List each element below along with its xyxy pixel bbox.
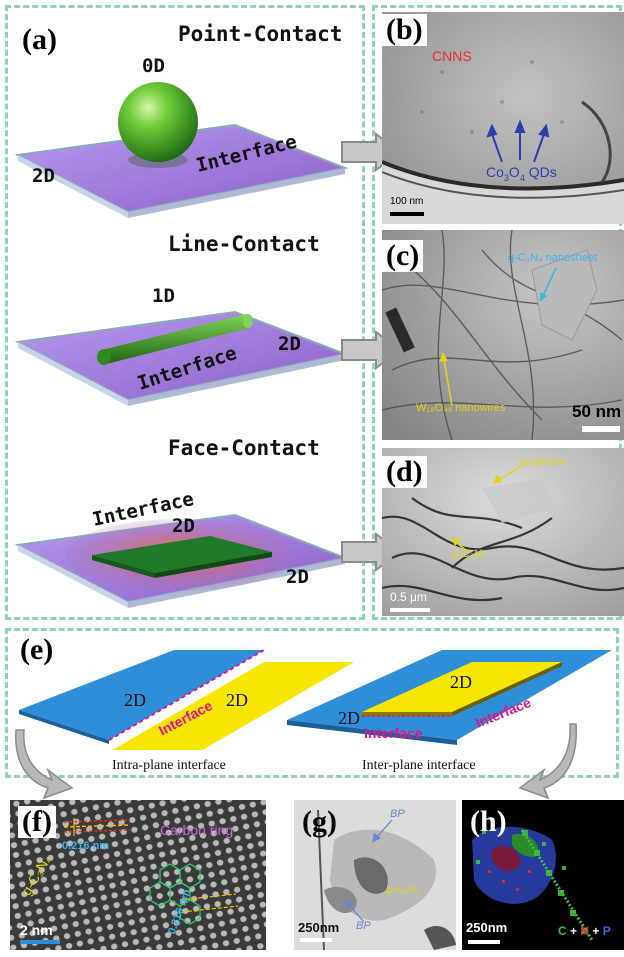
face-contact-title: Face-Contact [168, 436, 320, 460]
panel-f-scalebar-text: 2 nm [20, 922, 53, 938]
panel-d-graphene-label: graphene [520, 456, 567, 468]
panel-g-image: BP BP g-C₃N₄ 250nm [294, 800, 456, 950]
panel-d-graphene-arrow [492, 465, 523, 484]
panel-d-image: graphene g-C₃N₄ 0.5 μm [382, 448, 624, 616]
arrow-to-h [518, 723, 577, 800]
panel-f-ring-label: Carbon ring [160, 822, 234, 838]
panel-g-material: g-C₃N₄ [386, 884, 421, 896]
legend-plus-2: + [589, 924, 603, 938]
legend-plus-1: + [566, 924, 581, 938]
panel-c-wire-label: W₁₈O₄₉ nanowires [416, 402, 506, 414]
line-contact-diagram: 1D 2D Interface [14, 285, 349, 406]
point-dim-base: 2D [32, 165, 55, 187]
inter-plane-caption: Inter-plane interface [362, 758, 476, 773]
rod-1d [102, 314, 250, 364]
panel-e-frame [5, 628, 619, 778]
panel-f-label: (f) [18, 806, 56, 838]
inter-top-2d: 2D [450, 672, 472, 692]
panel-c-sheet-label: g-C₃N₄ nanosheet [508, 252, 598, 264]
panel-a-label: (a) [18, 24, 61, 56]
line-dim-top: 1D [152, 285, 175, 307]
panel-c-wire-arrow [439, 352, 453, 407]
panel-h-label: (h) [470, 805, 507, 838]
intra-plane-diagram: 2D 2D Interface [19, 649, 354, 750]
panel-c-scalebar-text: 50 nm [572, 402, 622, 421]
qd-sub1: 3 [503, 172, 509, 183]
sphere-0d [118, 82, 198, 162]
line-contact-title: Line-Contact [168, 232, 320, 256]
panel-b-scalebar-text: 100 nm [390, 196, 424, 207]
intra-blue-half [19, 650, 264, 740]
legend-c: C [558, 924, 567, 938]
panel-d-scalebar-text: 0.5 μm [390, 590, 427, 604]
panel-h-scalebar-text: 250nm [466, 920, 508, 935]
point-contact-title: Point-Contact [178, 22, 343, 46]
inter-base-2d: 2D [338, 708, 360, 728]
inter-plane-diagram: 2D 2D Interface Interface [287, 650, 612, 745]
panel-b-label: (b) [382, 14, 427, 46]
qd-tail: QDs [524, 164, 557, 180]
qd-co: Co [486, 164, 504, 180]
panel-c-sheet-arrow [540, 267, 557, 302]
panel-h-legend: C + N + P [558, 924, 611, 938]
panel-h-image: 250nm C + N + P [462, 800, 624, 950]
face-dim-top: 2D [172, 515, 195, 537]
intra-right-2d: 2D [226, 690, 248, 710]
qd-arrows [486, 119, 550, 163]
panel-g-scalebar-text: 250nm [298, 920, 340, 935]
sheet-2d [92, 536, 272, 573]
inter-yellow-top [362, 662, 562, 712]
arrow-to-f [15, 729, 74, 800]
point-contact-diagram: 0D 2D Interface [14, 55, 349, 218]
panel-d-gcn-arrow [451, 537, 469, 553]
inter-interface-left: Interface [364, 725, 423, 741]
legend-p: P [602, 924, 611, 938]
panel-g-bp-top: BP [390, 808, 405, 820]
panel-d-gcn-label: g-C₃N₄ [452, 548, 487, 560]
panel-a-frame [5, 5, 365, 620]
point-dim-top: 0D [142, 55, 165, 77]
intra-yellow-half [112, 662, 354, 750]
panel-b-qd-label: Co3O4 QDs [486, 164, 557, 183]
panel-g-bp-arrow-bottom [344, 899, 365, 923]
legend-n: N [580, 924, 590, 938]
intra-left-2d: 2D [124, 690, 146, 710]
panel-b-material-label: CNNS [432, 48, 472, 64]
panel-e-label: (e) [16, 634, 58, 666]
face-dim-base: 2D [286, 566, 309, 588]
qd-sub2: 4 [519, 172, 525, 183]
panel-b-image: CNNS Co3O4 QDs 100 nm [382, 12, 624, 224]
panel-g-label: (g) [302, 805, 337, 838]
panel-d-label: (d) [382, 456, 427, 488]
line-dim-base: 2D [278, 333, 301, 355]
intra-plane-caption: Intra-plane interface [112, 758, 226, 773]
face-contact-diagram: Interface 2D 2D [14, 488, 349, 608]
panel-g-bp-arrow-top [372, 819, 393, 843]
panel-c-label: (c) [382, 240, 424, 272]
panel-f-spacing-top: 0.216 nm [62, 840, 110, 852]
qd-o: O [508, 164, 520, 180]
panel-g-bp-bottom: BP [356, 920, 371, 932]
